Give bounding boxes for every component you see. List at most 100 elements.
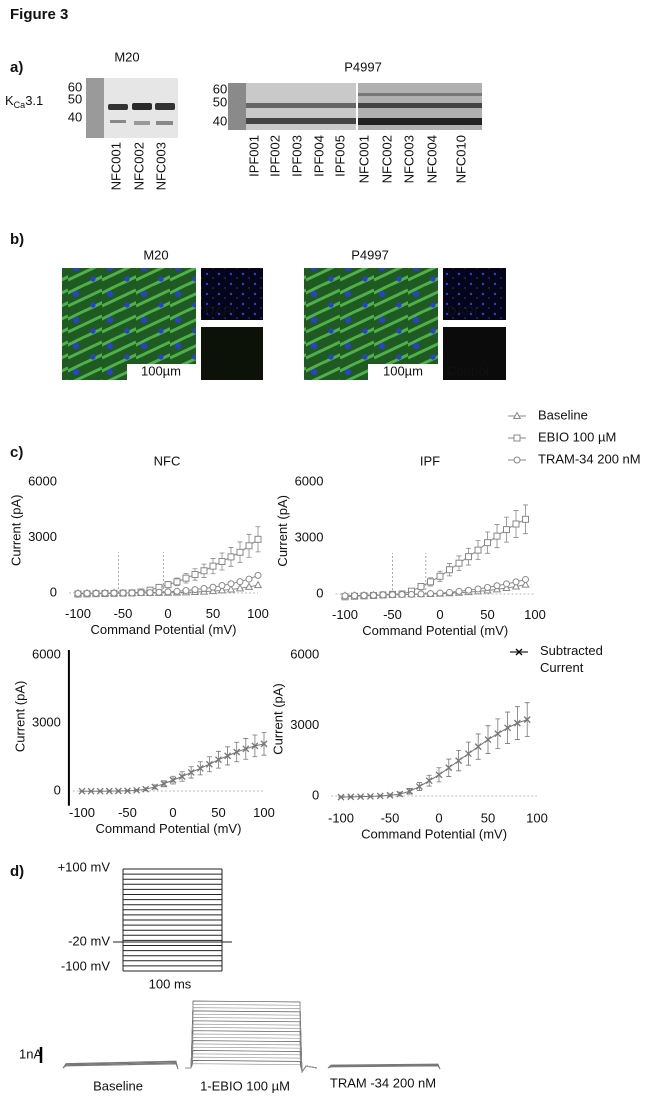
point: [244, 582, 254, 590]
point: [386, 791, 394, 799]
point: [218, 582, 226, 590]
panel-label: d): [10, 863, 24, 880]
x-axis-label: Command Potential (mV): [361, 826, 507, 841]
series-line: [340, 719, 528, 798]
lane-label: NFC010: [453, 135, 468, 183]
point: [484, 583, 491, 591]
condition-label: TRAM -34 200 nM: [330, 1075, 436, 1090]
scale-bar-label: 100µm: [141, 363, 181, 378]
point: [512, 411, 522, 419]
point: [474, 743, 482, 751]
point: [389, 591, 396, 599]
x-axis-label: Command Potential (mV): [91, 622, 237, 637]
point: [398, 591, 406, 599]
point: [236, 548, 244, 556]
x-tick-label: -50: [383, 607, 402, 622]
x-tick-label: 100: [524, 607, 546, 622]
y-tick-label: 0: [54, 782, 61, 797]
y-tick-label: 6000: [28, 473, 57, 488]
point: [366, 792, 374, 800]
x-axis-label: Command Potential (mV): [95, 821, 241, 836]
point: [205, 760, 213, 768]
y-tick-label: 3000: [290, 717, 319, 732]
point: [114, 787, 122, 795]
panel-label: b): [10, 231, 24, 248]
point: [245, 575, 253, 583]
point: [92, 589, 100, 597]
y-axis-label: Current (pA): [275, 495, 290, 567]
panel-label: c): [10, 444, 23, 461]
figure-title: Figure 3: [10, 6, 68, 23]
point: [74, 590, 82, 598]
point: [182, 574, 190, 582]
point: [119, 589, 127, 597]
x-tick-label: 100: [526, 810, 548, 825]
inset-label: Control: [205, 363, 247, 378]
protein-suffix: 3.1: [25, 93, 43, 108]
point: [512, 578, 520, 586]
point: [169, 776, 177, 784]
image-title: P4997: [351, 247, 389, 262]
point: [146, 589, 154, 597]
point: [455, 559, 463, 567]
blot: [228, 83, 482, 130]
point: [425, 777, 433, 785]
point: [357, 793, 365, 801]
panel-label: a): [10, 59, 23, 76]
x-tick-label: -100: [332, 607, 358, 622]
point: [251, 742, 259, 750]
point: [522, 515, 529, 523]
x-tick-label: 0: [164, 606, 171, 621]
x-tick-label: 0: [436, 607, 443, 622]
x-tick-label: 0: [435, 810, 442, 825]
trace: [185, 1033, 318, 1074]
lane-label: NFC003: [401, 135, 416, 183]
point: [178, 773, 186, 780]
point: [215, 756, 222, 764]
point: [217, 585, 227, 594]
point: [436, 589, 444, 597]
blot: [86, 78, 178, 138]
point: [522, 575, 529, 583]
legend-label: TRAM-34 200 nM: [538, 451, 641, 466]
point: [502, 583, 511, 592]
point: [200, 585, 208, 593]
lane-label: IPF001: [246, 135, 261, 177]
point: [133, 786, 141, 794]
point: [436, 572, 444, 580]
point: [164, 588, 172, 596]
x-tick-label: 50: [211, 805, 225, 820]
point: [446, 588, 453, 596]
point: [435, 771, 443, 779]
point: [83, 589, 91, 597]
lane-label: NFC001: [108, 142, 123, 190]
y-tick-label: 6000: [32, 646, 61, 661]
point: [233, 748, 241, 756]
y-tick-label: 0: [316, 585, 323, 600]
y-tick-label: 6000: [295, 473, 324, 488]
group-title: IPF: [420, 453, 440, 468]
x-tick-label: -50: [118, 805, 137, 820]
y-axis-label: Current (pA): [8, 494, 23, 566]
point: [124, 787, 131, 795]
x-axis-label: Command Potential (mV): [362, 623, 508, 638]
point: [417, 583, 425, 591]
trace: [185, 1053, 318, 1073]
y-tick-label: 3000: [295, 529, 324, 544]
point: [245, 542, 253, 550]
point: [260, 740, 268, 748]
scale-label: 1nA: [19, 1046, 42, 1061]
voltage-label: +100 mV: [58, 859, 111, 874]
point: [187, 768, 195, 776]
y-tick-label: 0: [312, 787, 319, 802]
point: [511, 581, 521, 590]
lane-label: NFC004: [424, 135, 439, 183]
point: [513, 434, 521, 442]
point: [503, 580, 510, 588]
condition-label: Baseline: [93, 1078, 143, 1093]
point: [128, 589, 136, 597]
point: [151, 783, 159, 791]
inset-label: DAPI: [205, 303, 235, 318]
point: [406, 787, 414, 795]
